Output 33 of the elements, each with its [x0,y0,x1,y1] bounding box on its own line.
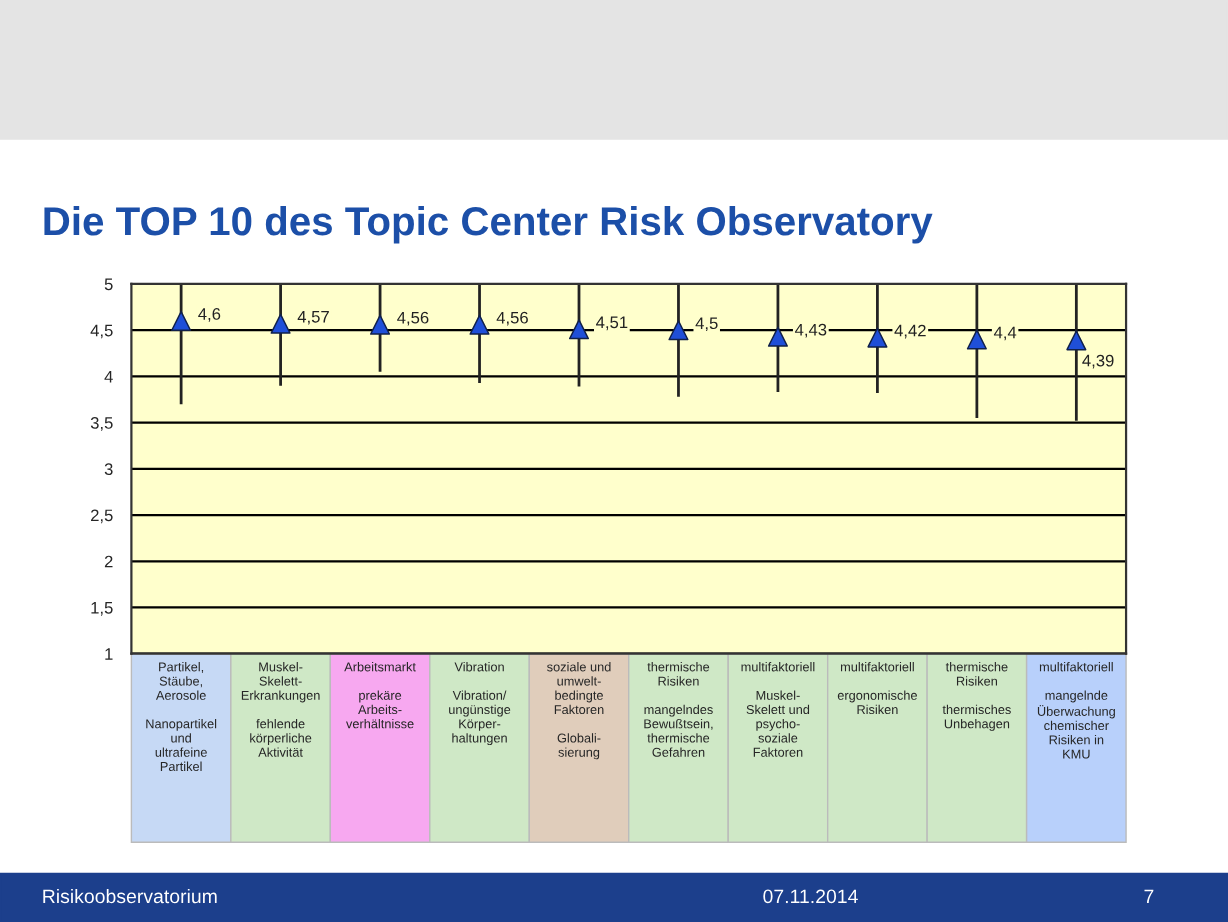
point [867,327,888,348]
y-tick-label: 2 [104,555,113,568]
data-label: 4,6 [198,308,221,322]
chart-title: Die TOP 10 des Topic Center Risk Observatory [44,205,933,244]
data-label: 4,39 [1082,354,1114,369]
point [568,319,590,340]
point [171,310,192,332]
point [1066,330,1087,351]
data-label: 4,51 [596,316,628,331]
data-label: 4,56 [397,311,429,326]
text: 7 [1144,889,1154,904]
point [270,313,291,334]
data-label: 4,42 [894,324,926,339]
data-label: 4,56 [496,311,528,326]
y-tick-label: 4,5 [90,324,113,339]
data-label: 4,4 [993,326,1017,341]
point [767,326,789,347]
y-tick-label: 3,5 [90,417,113,431]
text: 07.11.2014 [763,889,858,904]
y-tick-label: 4 [104,370,113,383]
point [668,320,689,341]
data-label: 4,43 [794,323,827,338]
data-label: 4,57 [297,311,329,325]
point [966,329,987,350]
text: Risikoobservatorium [43,888,217,904]
point [469,314,490,335]
y-tick-label: 2,5 [91,509,113,524]
y-tick-label: 5 [104,278,113,291]
y-tick-label: 1,5 [91,602,113,616]
y-tick-label: 1 [105,648,113,660]
point [370,314,391,335]
data-label: 4,5 [695,317,718,332]
y-tick-label: 3 [104,463,113,476]
